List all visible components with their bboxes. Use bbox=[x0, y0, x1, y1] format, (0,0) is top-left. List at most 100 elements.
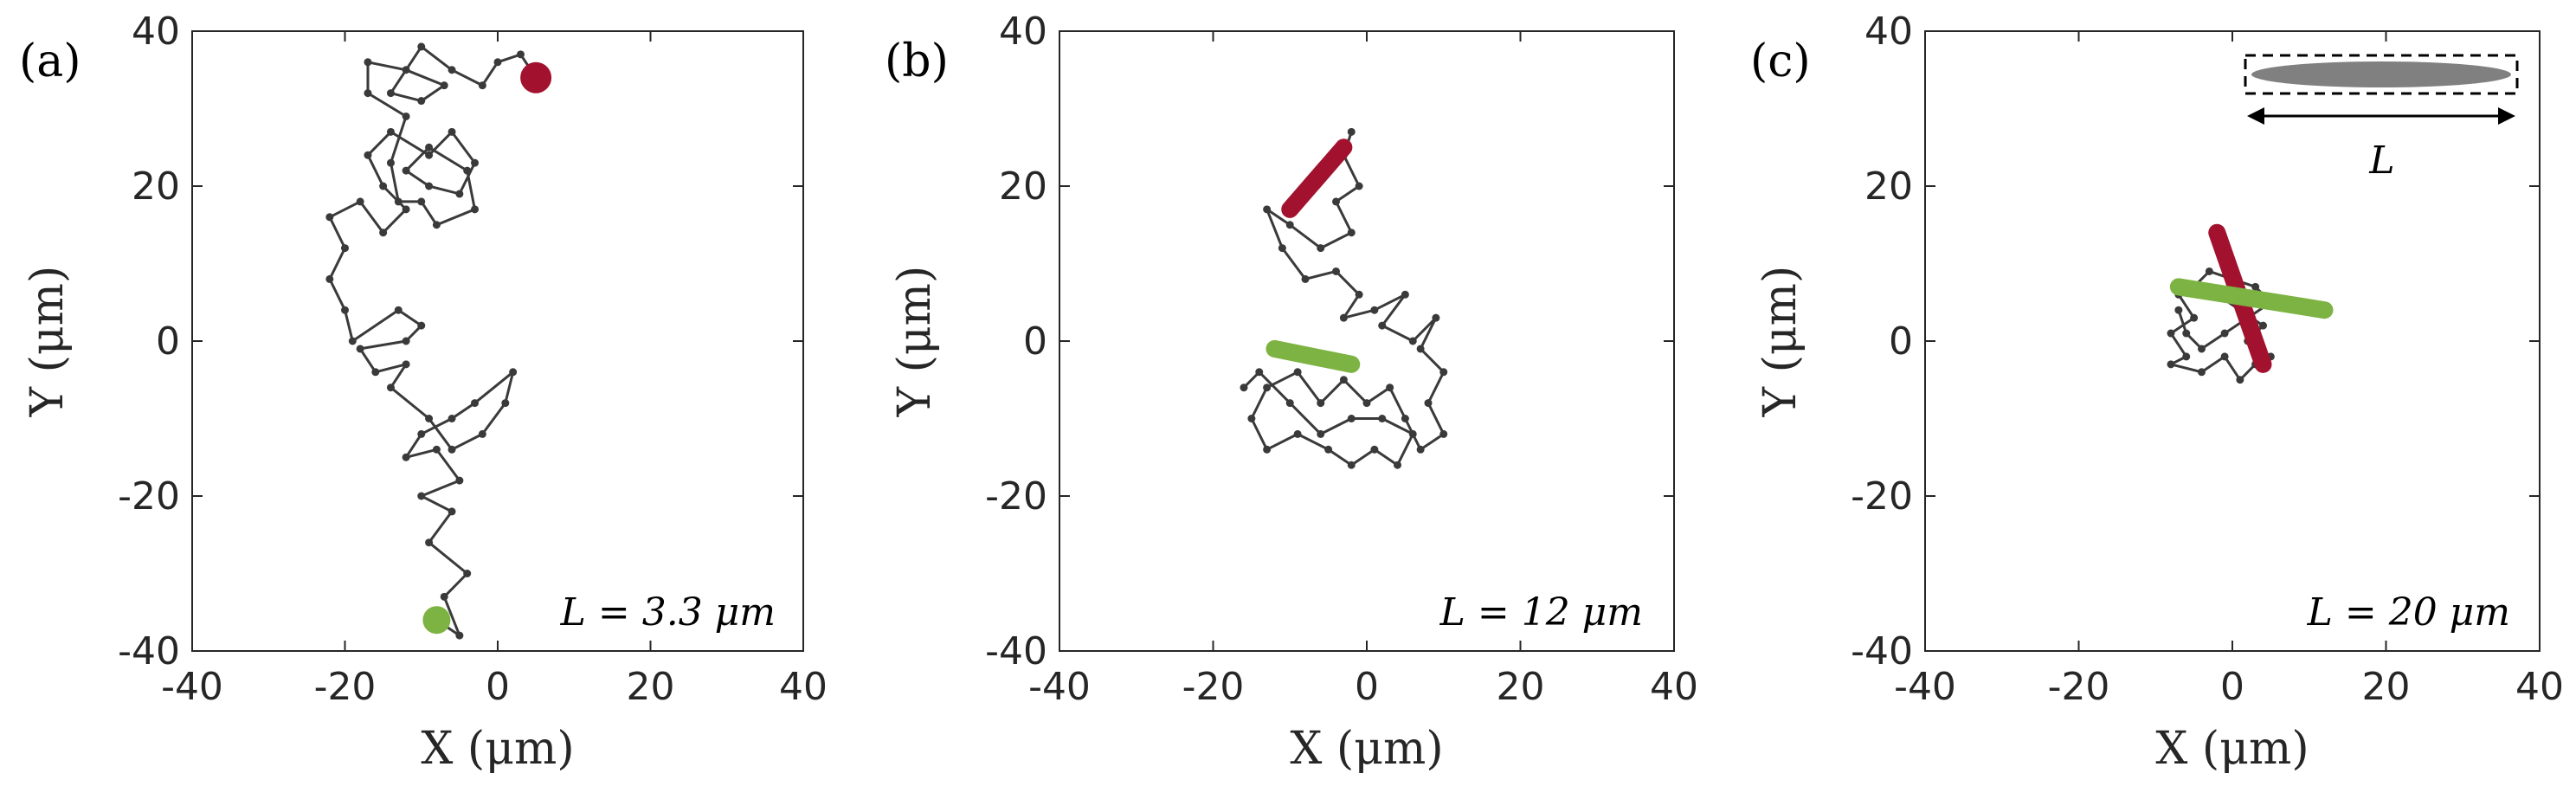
trajectory-point bbox=[1255, 368, 1264, 377]
trajectory-point bbox=[1263, 205, 1272, 214]
trajectory-point bbox=[1332, 267, 1340, 275]
green-rod bbox=[1265, 339, 1361, 373]
trajectory-point bbox=[386, 383, 395, 392]
trajectory-point bbox=[471, 399, 480, 408]
red-rod bbox=[1281, 139, 1353, 218]
trajectory-point bbox=[2251, 282, 2260, 291]
panel-c: -40-40 -20 -20 0 0 20 20 40 40 X (μm) Y (μm) (c) L =… bbox=[1750, 10, 2564, 775]
trajectory-point bbox=[448, 445, 456, 454]
panel-label: (b) bbox=[885, 35, 949, 87]
y-tick-label: -40 bbox=[985, 629, 1047, 673]
red-cluster bbox=[520, 61, 552, 93]
y-tick-label: 0 bbox=[1889, 319, 1913, 364]
x-tick-label: -20 bbox=[314, 665, 377, 709]
trajectory-point bbox=[1347, 415, 1356, 422]
trajectory-point bbox=[2174, 306, 2183, 314]
x-tick-label: 40 bbox=[779, 665, 828, 709]
trajectory-point bbox=[1317, 399, 1325, 408]
trajectory-point bbox=[2259, 321, 2267, 330]
trajectory-point bbox=[501, 399, 510, 408]
trajectory-point bbox=[1408, 337, 1417, 345]
trajectory-point bbox=[356, 345, 364, 353]
trajectory-point bbox=[455, 476, 464, 485]
trajectory-point bbox=[1347, 229, 1356, 237]
trajectory-point bbox=[341, 244, 349, 253]
x-tick-label: -40 bbox=[1028, 665, 1091, 709]
trajectory-point bbox=[1401, 290, 1409, 299]
trajectory-point bbox=[1416, 345, 1425, 353]
trajectory-point bbox=[371, 368, 380, 377]
length-annotation: L = 3.3 μm bbox=[560, 590, 776, 635]
trajectory-point bbox=[1386, 383, 1394, 392]
plot-frame bbox=[1059, 30, 1675, 652]
trajectory-point bbox=[1378, 415, 1387, 422]
trajectory-point bbox=[471, 205, 480, 214]
y-tick-label: 20 bbox=[999, 164, 1047, 209]
trajectory-point bbox=[1424, 399, 1433, 408]
x-tick-label: -20 bbox=[1182, 665, 1245, 709]
trajectory-point bbox=[509, 368, 518, 377]
trajectory-point bbox=[379, 229, 388, 237]
inset-length-label: L bbox=[2368, 139, 2394, 183]
trajectory-point bbox=[1439, 429, 1448, 438]
panel-b: -40-40 -20 -20 0 0 20 20 40 40 X (μm) Y (μm) (b) L =… bbox=[885, 10, 1698, 775]
y-tick-label: 0 bbox=[156, 319, 180, 364]
trajectory-point bbox=[2167, 329, 2175, 338]
trajectory-point bbox=[516, 50, 525, 59]
trajectory-point bbox=[2198, 368, 2206, 377]
y-tick-label: 20 bbox=[132, 164, 180, 209]
trajectory-point bbox=[448, 415, 456, 422]
trajectory-point bbox=[1339, 313, 1348, 322]
panel-a: -40-40 -20 -20 0 0 20 20 40 40 X (μm) Y (μm) (a) L =… bbox=[19, 10, 828, 775]
x-tick-label: 20 bbox=[2362, 665, 2411, 709]
plot-frame bbox=[191, 30, 804, 652]
trajectory-point bbox=[1378, 321, 1387, 330]
trajectory-point bbox=[341, 306, 349, 314]
trajectory-point bbox=[417, 97, 426, 106]
trajectory-point bbox=[463, 166, 472, 175]
trajectory-point bbox=[2190, 313, 2199, 322]
trajectory-point bbox=[440, 592, 448, 601]
y-tick-label: -40 bbox=[118, 629, 180, 673]
trajectory-point bbox=[1355, 182, 1363, 190]
x-tick-label: -40 bbox=[1894, 665, 1956, 709]
trajectory-point bbox=[417, 197, 426, 206]
trajectory-line bbox=[1242, 131, 1446, 467]
trajectory-point bbox=[448, 127, 456, 136]
trajectory-point bbox=[417, 492, 426, 500]
y-tick-label: 20 bbox=[1864, 164, 1913, 209]
trajectory-point bbox=[386, 89, 395, 98]
trajectory-point bbox=[1347, 461, 1356, 469]
trajectory-point bbox=[2220, 352, 2229, 361]
trajectory-point bbox=[1324, 445, 1333, 454]
trajectory-point bbox=[463, 570, 472, 577]
y-axis-label: Y (μm) bbox=[889, 266, 941, 418]
trajectory-point bbox=[1317, 244, 1325, 253]
trajectory-point bbox=[425, 151, 434, 159]
trajectory-point bbox=[1432, 313, 1440, 322]
trajectory-point bbox=[2182, 352, 2191, 361]
trajectory-point bbox=[1285, 221, 1294, 229]
trajectory-point bbox=[386, 158, 395, 167]
y-tick-label: -20 bbox=[985, 474, 1047, 519]
green-cluster bbox=[422, 606, 451, 635]
trajectory-point bbox=[478, 81, 486, 90]
trajectory-point bbox=[1278, 244, 1286, 253]
y-tick-label: -40 bbox=[1851, 629, 1913, 673]
trajectory-point bbox=[448, 507, 456, 516]
trajectory-point bbox=[402, 112, 410, 120]
trajectory-point bbox=[432, 445, 441, 454]
arrow-head-right bbox=[2498, 107, 2515, 125]
trajectory-point bbox=[1355, 290, 1363, 299]
trajectory-point bbox=[386, 127, 395, 136]
trajectory-point bbox=[402, 337, 410, 345]
green-rod bbox=[2169, 278, 2334, 319]
trajectory-point bbox=[471, 158, 480, 167]
trajectory-point bbox=[432, 221, 441, 229]
trajectory-point bbox=[379, 182, 388, 190]
trajectory-point bbox=[2220, 329, 2229, 338]
x-tick-label: 20 bbox=[627, 665, 675, 709]
x-tick-label: -20 bbox=[2048, 665, 2110, 709]
x-axis-label: X (μm) bbox=[1290, 723, 1443, 775]
y-axis-label: Y (μm) bbox=[1755, 266, 1806, 418]
